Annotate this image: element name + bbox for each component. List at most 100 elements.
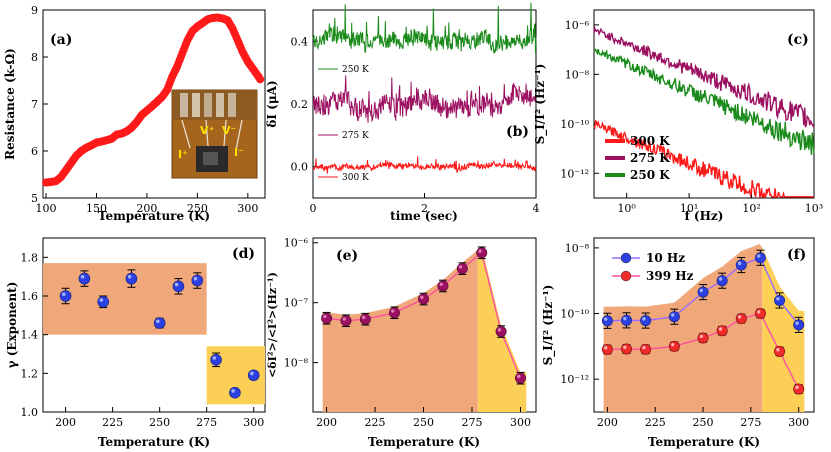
panel-f-point [793,383,805,395]
panel-e-point-highlight [497,328,502,332]
panel-e-point-highlight [391,309,395,313]
panel-f-regions [603,244,805,412]
panel-c-xlabel: f (Hz) [685,209,724,223]
panel-e-region [322,250,478,412]
panel-f-point-highlight [757,254,761,258]
panel-d-letter: (d) [232,246,255,262]
panel-a-ytick-label: 8 [31,51,38,64]
panel-a-ytick-label: 5 [31,192,38,205]
panel-e-ytick-label: 10⁻⁸ [284,357,309,370]
panel-f-ticks: 200 225 250 275 300 10⁻⁸ 10⁻¹⁰ 10⁻¹² [560,242,809,429]
panel-d-point [153,317,166,329]
panel-d-xtick-label: 225 [102,416,123,429]
panel-f-point [640,343,652,355]
panel-f-letter: (f) [787,247,806,263]
inset-label-i-minus: I⁻ [234,146,244,159]
panel-c-letter: (c) [787,32,809,48]
panel-c-frame [593,9,815,199]
panel-f-legend-marker [620,270,632,282]
panel-b-xtick-label: 4 [533,202,540,215]
panel-f-point [697,286,709,298]
panel-f-point [754,252,766,264]
panel-e-point-highlight [458,265,463,269]
panel-d-xtick-label: 250 [149,416,170,429]
panel-f-ytick-label: 10⁻¹⁰ [560,308,589,321]
panel-f: (f) Temperature (K) S_I/I² (Hz⁻¹) 200 225… [541,237,815,449]
panel-f-point-highlight [623,316,627,321]
panel-c-series-line [593,119,814,199]
panel-a-ytick-label: 7 [31,98,38,111]
panel-e: (e) Temperature (K) <δI²>/<I²>(Hz⁻¹) 200… [266,237,537,449]
panel-b-series-line [312,2,537,54]
panel-b-ticks: 0 2 4 0.0 0.2 0.4 [291,35,540,215]
panel-d-xtick-label: 200 [55,416,76,429]
panel-d-point [247,369,260,382]
panel-e-point-highlight [323,314,327,319]
panel-e-point [514,372,526,384]
panel-e-ylabel: <δI²>/<I²>(Hz⁻¹) [266,272,279,378]
panel-a-point [256,75,265,84]
panel-f-point [621,343,633,355]
panel-a: (a) Temperature (K) Resistance (k-Ω) 100… [3,4,266,223]
panel-d-point-highlight [61,292,66,297]
panel-e-marks [321,246,526,385]
panel-c-xtick-label: 10³ [805,202,823,215]
panel-b-ylabel: δI (μA) [265,80,279,127]
panel-d-regions [43,263,265,405]
panel-e-letter: (e) [336,248,358,264]
panel-b: (b) time (sec) δI (μA) 0 2 4 0.0 0.2 0.4 250 … [265,2,540,223]
panel-f-ytick-label: 10⁻¹² [560,373,589,386]
panel-a-xtick-label: 100 [36,202,57,215]
panel-d-point-highlight [80,275,85,279]
panel-f-point [621,314,633,326]
panel-b-ytick-label: 0.0 [291,161,309,174]
panel-f-point [735,313,747,325]
panel-d-point [229,386,241,399]
panel-f-point [774,294,786,306]
panel-f-point [793,319,805,331]
panel-e-point [495,326,507,338]
panel-f-point [697,332,709,344]
panel-e-point [476,247,488,259]
panel-f-point [601,344,613,356]
panel-e-point [437,280,449,292]
panel-f-point [754,308,766,320]
panel-d-point-highlight [193,276,198,281]
panel-f-point-highlight [642,345,646,350]
panel-f-xtick-label: 275 [740,416,761,429]
panel-c-marks [593,25,815,199]
panel-f-point-highlight [603,346,608,350]
panel-d-point [210,353,222,366]
panel-f-legend-marker [620,252,632,264]
panel-e-xtick-label: 250 [413,416,434,429]
panel-c-xtick-label: 10² [742,202,760,215]
panel-f-point [668,311,680,323]
panel-c-legend-label: 300 K [630,134,670,148]
panel-a-marks [42,13,265,187]
panel-b-legend: 250 K 275 K 300 K [318,65,369,183]
panel-e-xtick-label: 225 [365,416,386,429]
panel-e-point [418,293,430,305]
panel-b-series-line [312,156,537,174]
inset-label-v-plus: V⁺ [200,124,215,137]
panel-c-legend-label: 250 K [630,168,670,182]
panel-f-region [762,248,805,412]
panel-d-ticks: 200 225 250 275 300 1.0 1.2 1.4 1.6 1.8 [21,251,265,429]
panel-a-xtick-label: 300 [237,202,258,215]
panel-d-point-highlight [174,282,179,287]
panel-d-point-highlight [99,298,104,302]
panel-f-xtick-label: 225 [645,416,666,429]
panel-f-legend-label: 10 Hz [646,251,685,265]
panel-d-point [97,295,110,308]
panel-e-ytick-label: 10⁻⁶ [284,237,309,250]
panel-d: (d) Temperature (K) γ (Exponent) 200 225 2… [5,237,266,449]
panel-c-ticks: 10⁰ 10¹ 10² 10³ 10⁻⁶ 10⁻⁸ 10⁻¹⁰ 10⁻¹² [560,19,823,215]
panel-f-point [716,275,728,287]
panel-b-ytick-label: 0.4 [291,35,309,48]
panel-f-point [601,315,613,327]
panel-a-ytick-label: 6 [31,145,38,158]
panel-f-point-highlight [699,334,704,338]
panel-a-ytick-label: 9 [31,4,38,17]
panel-d-point [191,274,204,287]
panel-a-xlabel: Temperature (K) [98,209,210,223]
